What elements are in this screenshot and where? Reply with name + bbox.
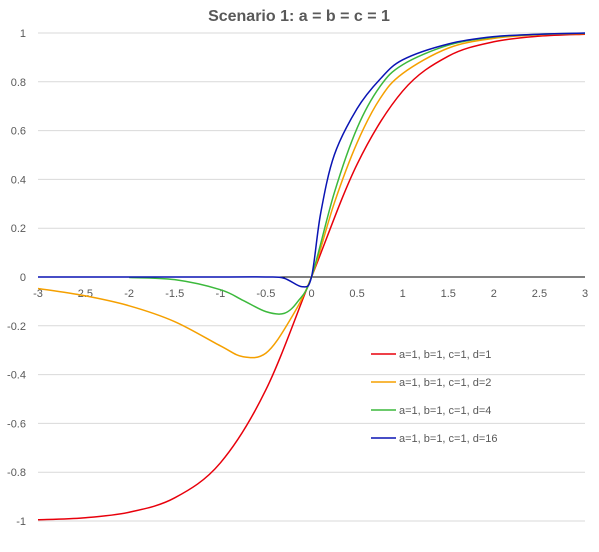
legend-label: a=1, b=1, c=1, d=16 (399, 433, 497, 445)
y-tick-label: 0.8 (11, 77, 26, 89)
x-tick-label: 2.5 (532, 288, 547, 300)
y-tick-label: 0 (20, 272, 26, 284)
legend-label: a=1, b=1, c=1, d=4 (399, 405, 491, 417)
x-tick-label: -0.5 (256, 288, 275, 300)
legend-label: a=1, b=1, c=1, d=2 (399, 377, 491, 389)
x-tick-label: -1 (215, 288, 225, 300)
series-line-4 (38, 32, 586, 288)
x-tick-label: 1 (400, 288, 406, 300)
x-tick-label: 1.5 (441, 288, 456, 300)
y-axis-ticks: -1 -0.8 -0.6 -0.4 -0.2 0 0.2 0.4 0.6 0.8 1 (7, 28, 26, 528)
x-tick-label: -3 (33, 288, 43, 300)
y-tick-label: 0.6 (11, 126, 26, 138)
x-tick-label: -2 (124, 288, 134, 300)
x-tick-label: 3 (582, 288, 588, 300)
x-tick-label: 2 (491, 288, 497, 300)
x-tick-label: -1.5 (165, 288, 184, 300)
chart-title: Scenario 1: a = b = c = 1 (208, 8, 390, 25)
y-tick-label: -0.8 (7, 467, 26, 479)
y-tick-label: -1 (16, 516, 26, 528)
y-tick-label: 0.2 (11, 223, 26, 235)
y-tick-label: -0.4 (7, 370, 26, 382)
series-line-3 (129, 32, 586, 315)
y-tick-label: 0.4 (11, 174, 26, 186)
y-tick-label: -0.6 (7, 418, 26, 430)
x-tick-label: 0 (308, 288, 314, 300)
legend: a=1, b=1, c=1, d=1 a=1, b=1, c=1, d=2 a=1,… (371, 349, 497, 445)
y-tick-label: 1 (20, 28, 26, 40)
series-lines (37, 32, 586, 521)
y-tick-label: -0.2 (7, 321, 26, 333)
x-tick-label: 0.5 (349, 288, 364, 300)
legend-label: a=1, b=1, c=1, d=1 (399, 349, 491, 361)
